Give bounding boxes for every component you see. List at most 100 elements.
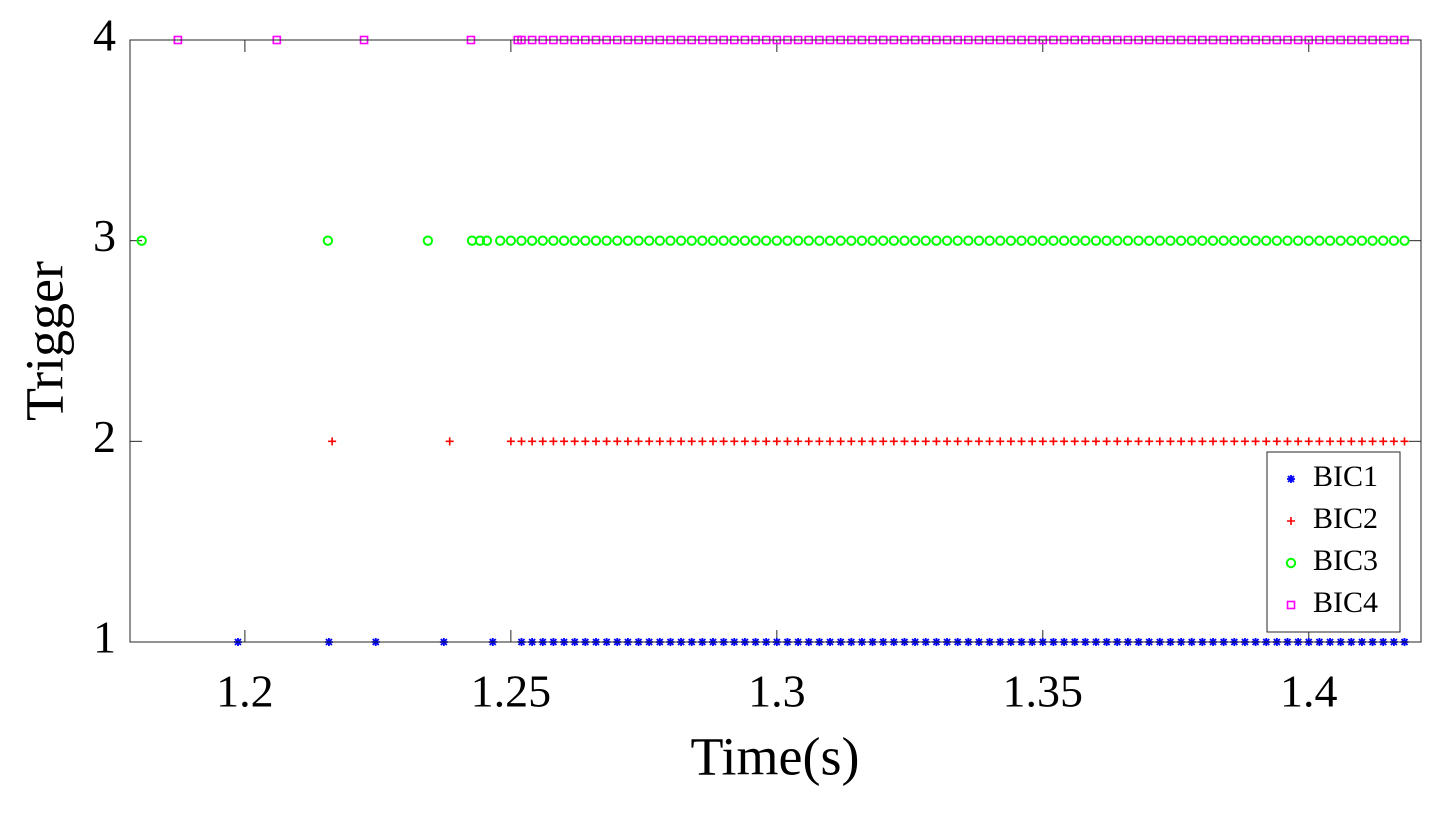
marker — [537, 235, 548, 246]
marker — [952, 235, 963, 246]
marker — [1113, 437, 1122, 446]
marker — [856, 235, 868, 246]
marker — [591, 437, 600, 446]
marker — [328, 437, 337, 446]
marker — [1400, 437, 1409, 446]
marker — [857, 437, 866, 446]
marker — [1166, 437, 1175, 446]
marker — [964, 437, 973, 446]
marker — [751, 437, 760, 446]
marker — [1379, 437, 1388, 446]
marker — [868, 437, 877, 446]
marker — [1017, 437, 1026, 446]
marker — [985, 437, 994, 446]
legend-label: BIC4 — [1313, 586, 1378, 619]
marker — [549, 437, 558, 446]
marker — [815, 437, 824, 446]
y-axis-label: Trigger — [14, 261, 74, 421]
marker — [1294, 437, 1303, 446]
marker — [888, 235, 900, 246]
marker — [772, 437, 781, 446]
marker — [941, 235, 953, 246]
plot-area — [129, 39, 1422, 643]
marker — [1282, 235, 1293, 246]
marker — [911, 437, 920, 446]
marker — [867, 235, 878, 246]
marker — [1324, 235, 1336, 246]
marker — [1187, 437, 1196, 446]
marker — [1346, 235, 1357, 246]
marker — [900, 437, 909, 446]
marker — [1378, 235, 1389, 246]
marker — [932, 437, 941, 446]
marker — [643, 235, 655, 246]
marker — [1123, 437, 1132, 446]
marker — [677, 437, 686, 446]
marker — [1209, 437, 1218, 446]
marker — [506, 437, 515, 446]
marker — [495, 235, 506, 246]
marker — [548, 235, 559, 246]
marker — [1314, 235, 1325, 246]
marker — [634, 437, 643, 446]
marker — [943, 437, 952, 446]
marker — [847, 437, 856, 446]
marker — [1069, 235, 1080, 246]
marker — [783, 437, 792, 446]
marker — [931, 235, 942, 246]
marker — [665, 235, 676, 246]
marker — [1262, 437, 1271, 446]
marker — [1058, 235, 1070, 246]
marker — [1368, 437, 1377, 446]
marker — [698, 437, 707, 446]
marker — [654, 235, 666, 246]
marker — [794, 437, 803, 446]
marker — [580, 235, 591, 246]
marker — [445, 437, 454, 446]
x-tick-label: 1.4 — [1280, 666, 1338, 717]
y-tick-label: 2 — [93, 411, 116, 462]
legend-marker — [1287, 475, 1295, 483]
marker — [422, 235, 434, 246]
marker — [984, 235, 995, 246]
marker — [729, 235, 740, 246]
marker — [136, 235, 147, 246]
x-tick-label: 1.25 — [471, 666, 552, 717]
marker — [622, 235, 634, 246]
marker — [686, 235, 697, 246]
marker — [1048, 235, 1059, 246]
marker — [675, 235, 687, 246]
marker — [974, 437, 983, 446]
marker — [613, 437, 622, 446]
marker — [963, 235, 974, 246]
marker — [516, 235, 527, 246]
marker — [814, 235, 825, 246]
marker — [590, 235, 602, 246]
marker — [1090, 235, 1102, 246]
legend-marker — [1285, 557, 1297, 569]
marker — [481, 235, 493, 246]
marker — [1102, 437, 1111, 446]
marker — [1016, 235, 1027, 246]
marker — [1272, 437, 1281, 446]
legend-marker — [1287, 517, 1295, 525]
marker — [1133, 235, 1144, 246]
marker — [824, 235, 836, 246]
marker — [1229, 235, 1240, 246]
marker — [1261, 235, 1272, 246]
marker — [1186, 235, 1197, 246]
marker — [750, 235, 761, 246]
marker — [826, 437, 835, 446]
legend-marker — [1286, 600, 1296, 610]
marker — [782, 235, 793, 246]
marker — [1218, 235, 1229, 246]
marker — [920, 235, 931, 246]
marker — [878, 235, 889, 246]
marker — [570, 437, 579, 446]
legend-label: BIC1 — [1313, 460, 1378, 493]
marker — [633, 235, 644, 246]
marker — [921, 437, 930, 446]
marker — [1230, 437, 1239, 446]
marker — [1367, 235, 1378, 246]
